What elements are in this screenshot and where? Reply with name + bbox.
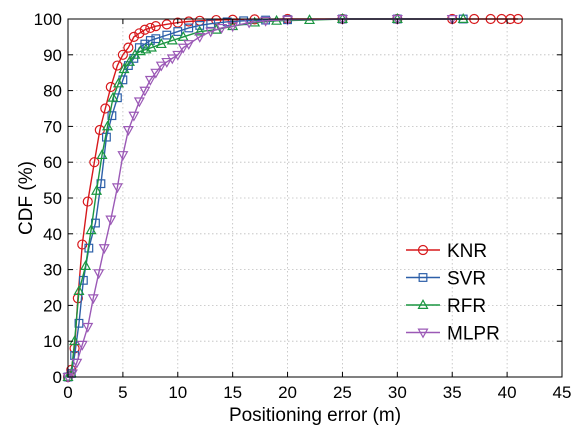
x-tick-label: 15 (223, 383, 242, 402)
y-tick-label: 30 (43, 261, 62, 280)
legend-item-rfr: RFR (406, 296, 486, 317)
y-tick-label: 50 (43, 189, 62, 208)
y-tick-label: 0 (53, 368, 62, 387)
series-mlpr (64, 16, 457, 382)
y-tick-label: 10 (43, 332, 62, 351)
y-tick-label: 20 (43, 296, 62, 315)
legend-label-svr: SVR (447, 269, 486, 290)
x-tick-label: 45 (553, 383, 572, 402)
legend: KNR SVR RFR MLPR (406, 241, 500, 345)
y-tick-label: 60 (43, 153, 62, 172)
x-tick-label: 5 (118, 383, 127, 402)
y-tick-label: 100 (34, 10, 62, 29)
series-rfr (64, 14, 468, 380)
legend-item-knr: KNR (406, 241, 487, 262)
x-axis-label: Positioning error (m) (229, 405, 401, 426)
legend-label-mlpr: MLPR (447, 324, 500, 345)
x-tick-label: 10 (168, 383, 187, 402)
y-tick-label: 40 (43, 225, 62, 244)
x-tick-label: 20 (278, 383, 297, 402)
y-tick-label: 90 (43, 46, 62, 65)
x-tick-label: 30 (388, 383, 407, 402)
y-tick-label: 80 (43, 82, 62, 101)
legend-item-svr: SVR (406, 269, 486, 290)
x-tick-label: 40 (498, 383, 517, 402)
x-tick-label: 0 (63, 383, 72, 402)
x-tick-label: 35 (443, 383, 462, 402)
legend-label-rfr: RFR (447, 296, 486, 317)
x-tick-label: 25 (333, 383, 352, 402)
legend-label-knr: KNR (447, 241, 487, 262)
y-axis-label: CDF (%) (16, 161, 37, 235)
y-tick-label: 70 (43, 117, 62, 136)
